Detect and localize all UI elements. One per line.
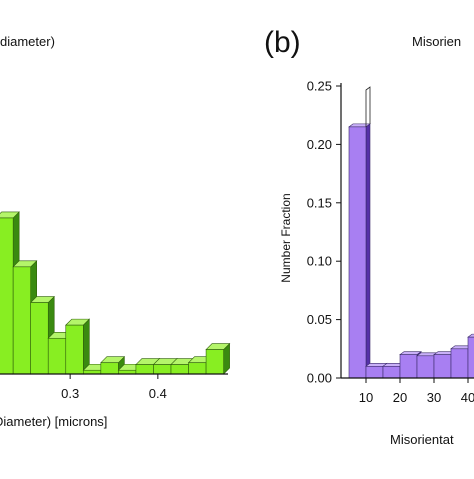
- panel-b-x-tick-label: 10: [359, 390, 373, 405]
- panel-b: (b) Misorien Number Fraction 0.00 0.05 0.1…: [264, 26, 474, 447]
- panel-b-y-tick-label: 0.00: [307, 371, 332, 386]
- panel-a-x-ticks: 0.3 0.4: [61, 374, 167, 401]
- panel-b-y-tick-label: 0.10: [307, 254, 332, 269]
- panel-b-y-tick-label: 0.25: [307, 79, 332, 94]
- panel-b-y-tick-label: 0.15: [307, 195, 332, 210]
- panel-b-title: Misorien: [412, 34, 461, 49]
- panel-b-x-label: Misorientat: [390, 432, 454, 447]
- panel-b-y-ticks: 0.00 0.05 0.10 0.15 0.20 0.25: [307, 79, 341, 386]
- panel-a-title: diameter): [0, 34, 55, 49]
- panel-a-bar: [205, 342, 231, 375]
- panel-a-bars: [0, 211, 231, 375]
- panel-b-x-tick-label: 20: [393, 390, 407, 405]
- panel-b-y-tick-label: 0.05: [307, 312, 332, 327]
- panel-b-x-ticks: 10 20 30 40: [359, 378, 474, 405]
- panel-b-bars: [348, 86, 474, 379]
- panel-b-bar-back-outline: [365, 86, 371, 127]
- panel-b-y-tick-label: 0.20: [307, 137, 332, 152]
- panel-a-tick-label: 0.3: [61, 386, 79, 401]
- panel-b-bar: [348, 86, 371, 379]
- panel-a: diameter) 0.3 0.4 Diameter) [microns]: [0, 34, 231, 429]
- panel-b-letter: (b): [264, 26, 301, 59]
- panel-b-y-label: Number Fraction: [279, 193, 293, 282]
- panel-a-x-label: Diameter) [microns]: [0, 414, 107, 429]
- panel-a-tick-label: 0.4: [149, 386, 167, 401]
- panel-a-bar: [65, 318, 91, 375]
- panel-b-bar: [467, 333, 474, 379]
- panel-b-x-tick-label: 30: [427, 390, 441, 405]
- panel-b-x-tick-label: 40: [461, 390, 474, 405]
